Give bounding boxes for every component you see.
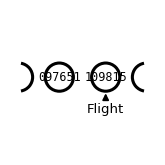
Text: 109815: 109815 xyxy=(84,71,127,84)
Circle shape xyxy=(45,63,73,91)
Text: Flight: Flight xyxy=(87,103,124,116)
Circle shape xyxy=(92,63,120,91)
Text: 097651: 097651 xyxy=(38,71,81,84)
